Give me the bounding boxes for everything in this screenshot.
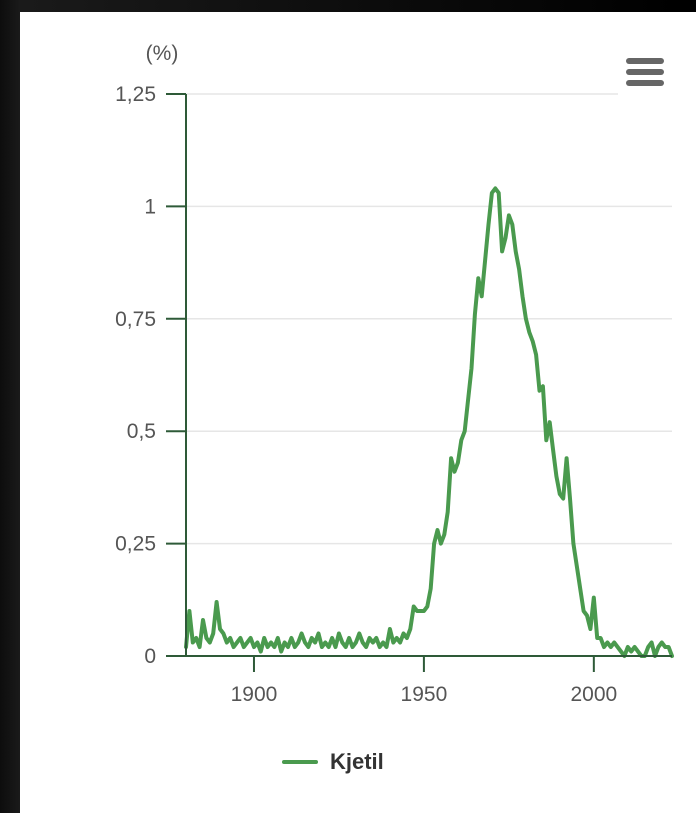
x-tick-label: 1950 [401, 683, 448, 706]
series-line-kjetil[interactable] [184, 186, 674, 658]
gridlines [186, 93, 672, 545]
y-tick-label: 1 [144, 195, 156, 218]
x-tick-label: 1900 [231, 683, 278, 706]
y-tick-label: 0,25 [115, 533, 156, 556]
y-axis-ticks: 0 0,25 0,5 0,75 1 1,25 [115, 83, 186, 668]
chart-menu-button[interactable] [624, 58, 666, 94]
y-tick-label: 1,25 [115, 83, 156, 106]
chart-card: (%) 0 0,25 0,5 0,75 1 1,25 1900 1950 2000 Kjeti… [20, 12, 696, 813]
legend-swatch [282, 760, 318, 764]
y-axis-unit-label: (%) [146, 42, 179, 65]
legend-label: Kjetil [330, 749, 384, 774]
x-tick-label: 2000 [570, 683, 617, 706]
hamburger-icon [626, 58, 664, 64]
x-axis-ticks: 1900 1950 2000 [231, 656, 617, 706]
y-tick-label: 0,5 [127, 420, 156, 443]
y-tick-label: 0,75 [115, 308, 156, 331]
line-chart: (%) 0 0,25 0,5 0,75 1 1,25 1900 1950 2000 [115, 42, 674, 706]
legend-item-kjetil[interactable]: Kjetil [282, 748, 384, 776]
series-group [184, 186, 674, 658]
y-tick-label: 0 [144, 645, 156, 668]
